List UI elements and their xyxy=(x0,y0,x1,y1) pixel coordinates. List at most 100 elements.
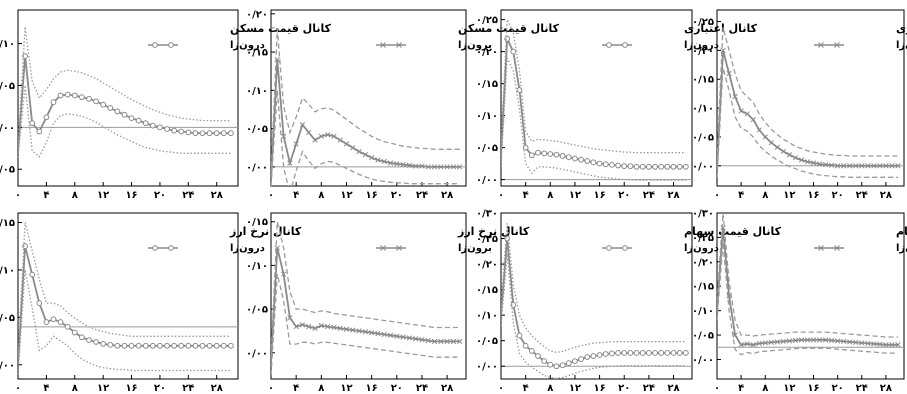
x-tick-label: ۲۰ xyxy=(154,383,166,394)
x-tick-label: ۰ xyxy=(268,383,274,394)
series-group xyxy=(271,221,463,375)
response-point xyxy=(128,115,135,122)
x-tick-label: ۲۴ xyxy=(416,190,428,201)
response-point xyxy=(93,339,99,345)
chart-title: کانال نرخ ارز xyxy=(457,225,530,238)
response-point xyxy=(639,350,646,356)
x-tick-label: ۱۶ xyxy=(807,383,819,394)
plot-frame xyxy=(17,9,239,187)
legend-marker xyxy=(818,245,824,251)
response-point xyxy=(299,122,306,128)
response-point xyxy=(387,160,394,166)
response-point xyxy=(350,145,356,151)
y-tick-label: ۰/۲۵ xyxy=(692,17,714,28)
y-tick-label: ۰/۰۰ xyxy=(692,355,714,366)
x-tick-label: ۴ xyxy=(43,383,49,394)
y-tick-label: ۰/۲۰ xyxy=(692,257,714,268)
y-tick-label: ۰/۱۵ xyxy=(692,282,714,293)
response-point xyxy=(64,323,71,330)
response-point xyxy=(535,149,541,156)
response-point xyxy=(553,363,560,370)
response-point xyxy=(645,163,652,170)
response-point xyxy=(318,133,324,139)
response-point xyxy=(387,332,394,338)
response-point xyxy=(431,338,438,345)
response-point xyxy=(578,156,584,163)
upper-band xyxy=(271,29,460,175)
response-point xyxy=(670,350,677,356)
response-point xyxy=(584,354,591,360)
response-point xyxy=(804,159,811,165)
lower-band xyxy=(271,274,460,375)
x-tick-label: ۸ xyxy=(762,383,768,394)
x-tick-label: ۸ xyxy=(318,190,324,201)
response-point xyxy=(450,338,457,345)
x-tick-label: ۲۸ xyxy=(667,383,679,394)
series-group xyxy=(717,27,901,178)
x-tick-label: ۲۴ xyxy=(643,190,655,201)
y-tick-label: ۰/۰۵ xyxy=(0,313,15,324)
response-point xyxy=(50,316,57,323)
response-point xyxy=(444,338,450,345)
response-point xyxy=(762,134,768,140)
x-tick-label: ۲۸ xyxy=(441,190,453,201)
legend-marker xyxy=(380,42,386,48)
response-point xyxy=(43,319,50,325)
response-point xyxy=(171,342,178,349)
response-point xyxy=(664,163,671,170)
response-point xyxy=(609,350,615,357)
plot-frame xyxy=(500,212,693,380)
x-tick-label: ۲۰ xyxy=(618,383,630,394)
legend-label: برون‌زا xyxy=(896,243,907,254)
response-point xyxy=(841,338,847,345)
response-point xyxy=(199,342,206,349)
response-point xyxy=(444,164,450,170)
response-point xyxy=(406,162,413,168)
legend-marker xyxy=(168,42,174,48)
response-point xyxy=(510,302,517,308)
response-point xyxy=(425,164,431,170)
x-tick-label: ۱۲ xyxy=(569,383,581,394)
x-tick-label: ۰ xyxy=(15,190,21,201)
response-point xyxy=(664,350,671,356)
response-point xyxy=(199,130,206,137)
response-point xyxy=(43,114,50,121)
response-point xyxy=(78,94,85,101)
x-tick-label: ۰ xyxy=(714,383,720,394)
series-group xyxy=(18,26,234,158)
response-point xyxy=(553,151,560,158)
x-tick-label: ۱۶ xyxy=(593,190,605,201)
response-point xyxy=(744,341,750,347)
response-point xyxy=(676,163,683,170)
x-tick-label: ۱۲ xyxy=(97,383,109,394)
x-tick-label: ۸ xyxy=(547,383,553,394)
legend-marker xyxy=(168,245,174,251)
response-point xyxy=(889,342,895,348)
response-point xyxy=(107,341,114,348)
y-tick-label: ۰/۱۰ xyxy=(246,261,268,272)
response-point xyxy=(676,350,683,356)
response-point xyxy=(220,130,227,137)
response-point xyxy=(865,163,871,169)
response-point xyxy=(682,350,689,356)
upper-band xyxy=(501,19,686,154)
lower-band xyxy=(501,57,686,181)
x-tick-label: ۲۸ xyxy=(880,383,892,394)
response-point xyxy=(50,99,57,106)
response-point xyxy=(375,157,381,163)
response-point xyxy=(78,334,85,341)
response-point xyxy=(841,163,847,169)
y-tick-label: ۰/۱۰ xyxy=(476,311,498,322)
response-point xyxy=(750,116,756,123)
response-point xyxy=(413,336,419,342)
response-point xyxy=(658,163,665,170)
response-point xyxy=(57,319,64,325)
response-point xyxy=(786,152,793,158)
x-tick-label: ۱۶ xyxy=(125,190,137,201)
chart-panel-1: -۰/۰۵ ۰/۰۰ ۰/۰۵ ۰/۱۰ ۰ ۴ ۸ ۱۲ ۱۶ ۲۰ ۲۴ ۲۸ کانال قیمت… xyxy=(0,9,332,201)
chart-title: کانال نرخ ارز xyxy=(229,225,302,238)
x-tick-label: ۰ xyxy=(15,383,21,394)
y-tick-label: ۰/۲۰ xyxy=(476,47,498,58)
response-point xyxy=(375,330,381,337)
y-tick-label: ۰/۳۰ xyxy=(476,209,498,220)
